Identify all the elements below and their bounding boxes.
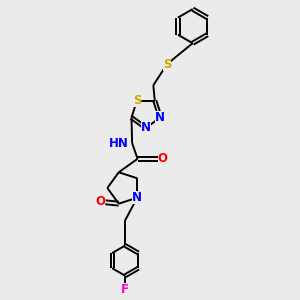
Text: S: S [133, 94, 141, 107]
Text: F: F [121, 283, 129, 296]
Text: N: N [155, 111, 165, 124]
Text: S: S [163, 58, 171, 70]
Text: HN: HN [109, 136, 129, 150]
Text: O: O [158, 152, 168, 165]
Text: O: O [95, 195, 105, 208]
Text: N: N [141, 122, 151, 134]
Text: N: N [132, 191, 142, 204]
